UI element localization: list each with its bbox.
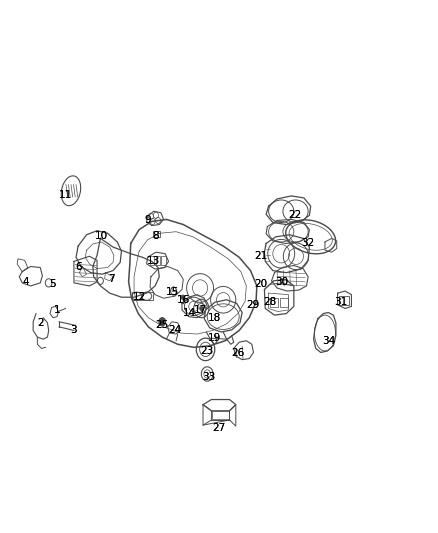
Text: 18: 18	[208, 313, 222, 322]
Text: 1: 1	[54, 305, 60, 315]
Text: 20: 20	[254, 279, 268, 289]
Text: 16: 16	[177, 295, 190, 305]
Text: 24: 24	[168, 326, 181, 335]
Text: 8: 8	[152, 231, 159, 241]
Text: 9: 9	[144, 215, 151, 225]
Text: 33: 33	[202, 372, 215, 382]
Text: 24: 24	[168, 326, 181, 335]
Text: 30: 30	[276, 277, 289, 287]
Text: 5: 5	[49, 279, 56, 289]
Text: 31: 31	[334, 297, 348, 308]
Text: 19: 19	[208, 333, 222, 343]
Text: 12: 12	[132, 292, 146, 302]
Text: 11: 11	[59, 190, 72, 200]
Text: 10: 10	[95, 231, 108, 241]
Text: 29: 29	[246, 300, 259, 310]
Bar	[150, 256, 154, 265]
Text: 23: 23	[200, 346, 213, 356]
Text: 34: 34	[321, 336, 335, 346]
Bar	[280, 298, 287, 308]
Text: 17: 17	[194, 305, 207, 315]
Bar	[212, 411, 229, 419]
Text: 34: 34	[321, 336, 335, 346]
Text: 26: 26	[231, 349, 244, 359]
Text: 7: 7	[109, 274, 115, 284]
Text: 32: 32	[300, 238, 314, 248]
Text: 4: 4	[22, 277, 29, 287]
Bar	[131, 292, 152, 300]
Text: 27: 27	[212, 423, 226, 433]
Text: 9: 9	[144, 215, 151, 225]
Text: 6: 6	[75, 262, 81, 271]
Text: 10: 10	[95, 231, 108, 241]
Bar	[152, 231, 160, 237]
Text: 14: 14	[183, 308, 196, 318]
Ellipse shape	[200, 306, 203, 311]
Text: 28: 28	[263, 297, 276, 308]
Bar	[339, 296, 350, 305]
Text: 25: 25	[155, 320, 169, 330]
Text: 8: 8	[152, 231, 159, 241]
Text: 31: 31	[334, 297, 348, 308]
Text: 12: 12	[132, 292, 146, 302]
Text: 19: 19	[208, 333, 222, 343]
Text: 11: 11	[59, 190, 72, 200]
Text: 16: 16	[177, 295, 190, 305]
Text: 22: 22	[288, 211, 301, 220]
Text: 18: 18	[208, 313, 222, 322]
Text: 25: 25	[155, 320, 169, 330]
Text: 1: 1	[54, 305, 60, 315]
Text: 4: 4	[22, 277, 29, 287]
Text: 23: 23	[200, 346, 213, 356]
Text: 5: 5	[49, 279, 56, 289]
Text: 13: 13	[147, 256, 160, 266]
Ellipse shape	[181, 295, 185, 299]
Text: 6: 6	[75, 262, 81, 271]
Text: 3: 3	[71, 326, 77, 335]
Bar	[161, 256, 166, 265]
Ellipse shape	[159, 318, 166, 326]
Bar	[270, 298, 278, 308]
Text: 13: 13	[147, 256, 160, 266]
Text: 21: 21	[254, 251, 268, 261]
Text: 30: 30	[276, 277, 289, 287]
Text: 32: 32	[300, 238, 314, 248]
Text: 22: 22	[288, 211, 301, 220]
Text: 15: 15	[166, 287, 180, 297]
Text: 21: 21	[254, 251, 268, 261]
Text: 27: 27	[212, 423, 226, 433]
Text: 26: 26	[231, 349, 244, 359]
Text: 29: 29	[246, 300, 259, 310]
Text: 17: 17	[194, 305, 207, 315]
Bar	[155, 256, 160, 265]
Text: 14: 14	[183, 308, 196, 318]
Text: 20: 20	[254, 279, 268, 289]
Text: 28: 28	[263, 297, 276, 308]
Text: 7: 7	[109, 274, 115, 284]
Text: 2: 2	[37, 318, 44, 328]
Text: 33: 33	[202, 372, 215, 382]
Text: 15: 15	[166, 287, 180, 297]
Text: 2: 2	[37, 318, 44, 328]
Text: 3: 3	[71, 326, 77, 335]
